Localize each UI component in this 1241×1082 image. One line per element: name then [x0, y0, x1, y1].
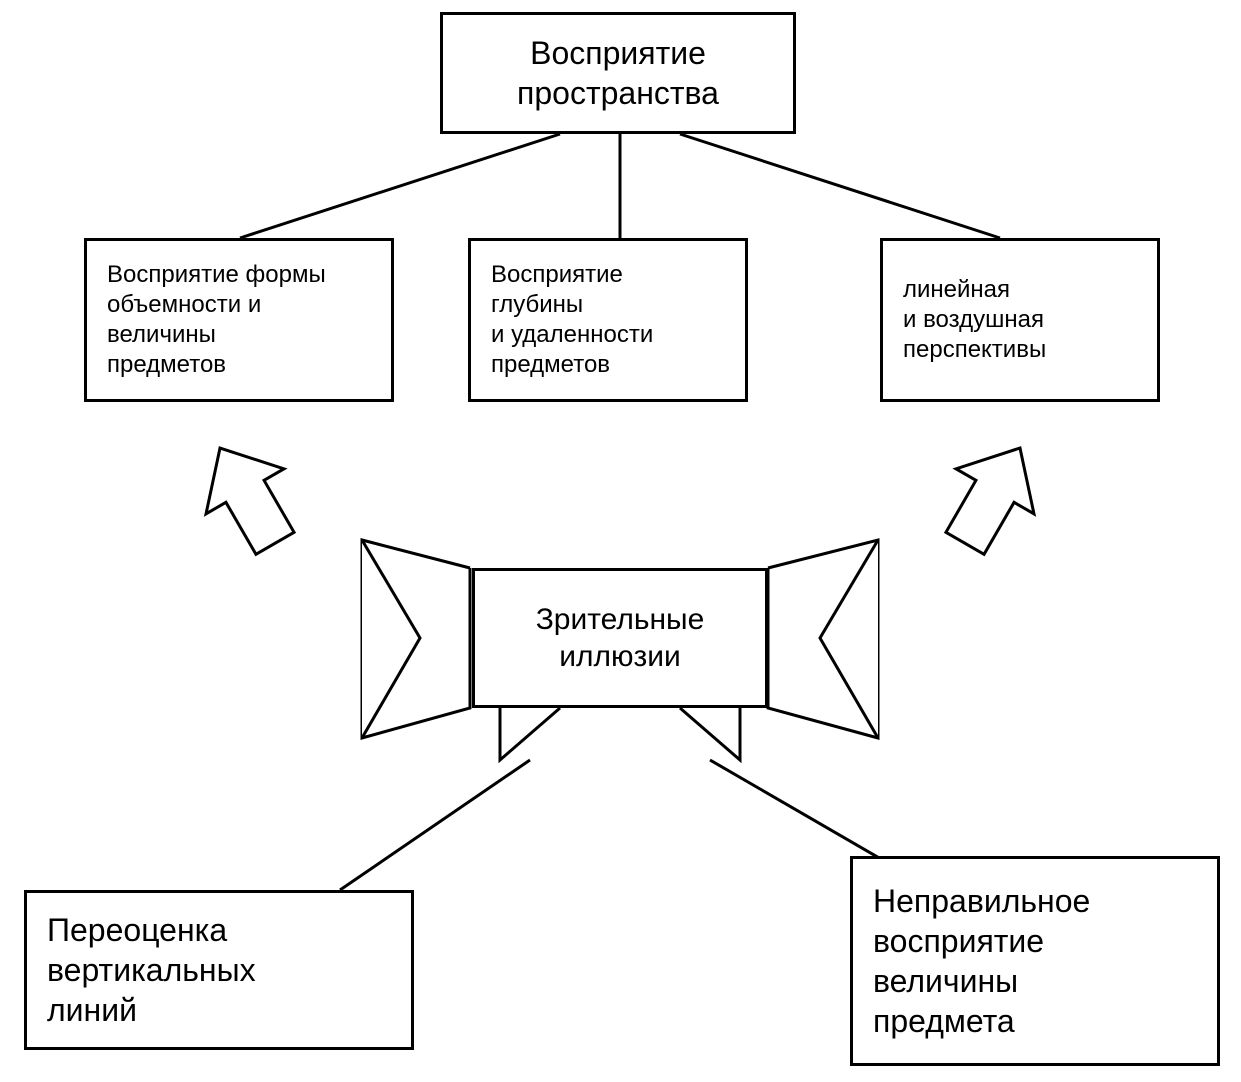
node-b1-label: Переоценка вертикальных линий — [47, 910, 256, 1030]
node-size-misperception: Неправильное восприятие величины предмет… — [850, 856, 1220, 1066]
node-perspective: линейная и воздушная перспективы — [880, 238, 1160, 402]
node-n3-label: линейная и воздушная перспективы — [903, 275, 1046, 365]
node-visual-illusions: Зрительные иллюзии — [472, 568, 768, 708]
node-n2-label: Восприятие глубины и удаленности предмет… — [491, 260, 653, 380]
node-n1-label: Восприятие формы объемности и величины п… — [107, 260, 326, 380]
diagram-canvas: Восприятие пространства Восприятие формы… — [0, 0, 1241, 1082]
node-b2-label: Неправильное восприятие величины предмет… — [873, 881, 1090, 1041]
node-root-label: Восприятие пространства — [517, 33, 719, 113]
node-root: Восприятие пространства — [440, 12, 796, 134]
node-center-label: Зрительные иллюзии — [536, 601, 705, 676]
node-perception-depth: Восприятие глубины и удаленности предмет… — [468, 238, 748, 402]
node-vertical-overestimate: Переоценка вертикальных линий — [24, 890, 414, 1050]
node-perception-form: Восприятие формы объемности и величины п… — [84, 238, 394, 402]
